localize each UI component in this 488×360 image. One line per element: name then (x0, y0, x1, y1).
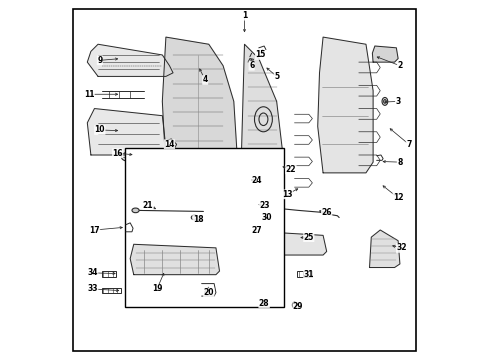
Polygon shape (317, 37, 372, 173)
Text: 3: 3 (395, 97, 400, 106)
Text: 1: 1 (242, 11, 246, 20)
Bar (102, 288, 121, 293)
Polygon shape (372, 46, 397, 62)
Text: 27: 27 (250, 225, 261, 234)
Text: 18: 18 (192, 215, 203, 224)
Text: 24: 24 (251, 176, 262, 185)
Text: 31: 31 (303, 270, 313, 279)
Text: 20: 20 (203, 288, 214, 297)
Polygon shape (87, 44, 173, 76)
Text: 12: 12 (392, 193, 403, 202)
Text: 34: 34 (87, 268, 98, 277)
Text: 11: 11 (83, 90, 94, 99)
Polygon shape (87, 109, 165, 155)
Ellipse shape (247, 202, 254, 207)
Text: 7: 7 (406, 140, 411, 149)
Text: 25: 25 (303, 233, 313, 242)
Ellipse shape (121, 152, 135, 161)
Text: 17: 17 (89, 225, 100, 234)
Bar (124, 148, 283, 307)
Polygon shape (162, 37, 237, 169)
Text: 33: 33 (87, 284, 98, 293)
Text: 19: 19 (151, 284, 162, 293)
Text: 26: 26 (321, 208, 331, 217)
Text: 10: 10 (94, 126, 105, 135)
Bar (247, 226, 255, 232)
Ellipse shape (132, 208, 139, 213)
Polygon shape (260, 232, 326, 255)
Text: 2: 2 (396, 61, 402, 70)
Polygon shape (130, 244, 219, 275)
Text: 13: 13 (282, 190, 292, 199)
Text: 15: 15 (255, 50, 265, 59)
Ellipse shape (257, 299, 264, 304)
Text: 16: 16 (112, 149, 122, 158)
Text: 32: 32 (396, 243, 406, 252)
Text: 22: 22 (285, 165, 296, 174)
Text: 30: 30 (261, 213, 272, 222)
Polygon shape (369, 230, 399, 267)
Text: 8: 8 (396, 158, 402, 167)
Ellipse shape (263, 217, 268, 222)
Text: 28: 28 (258, 299, 269, 308)
Text: 5: 5 (274, 72, 279, 81)
Text: 23: 23 (258, 201, 269, 210)
Bar (102, 271, 116, 277)
Text: 6: 6 (248, 61, 254, 70)
Text: 14: 14 (164, 140, 174, 149)
Text: 21: 21 (142, 201, 153, 210)
Text: 4: 4 (202, 76, 207, 85)
Text: 29: 29 (292, 302, 303, 311)
Ellipse shape (381, 98, 387, 105)
Text: 9: 9 (97, 56, 102, 65)
Ellipse shape (191, 215, 197, 220)
Bar (297, 271, 311, 277)
Polygon shape (241, 44, 283, 173)
